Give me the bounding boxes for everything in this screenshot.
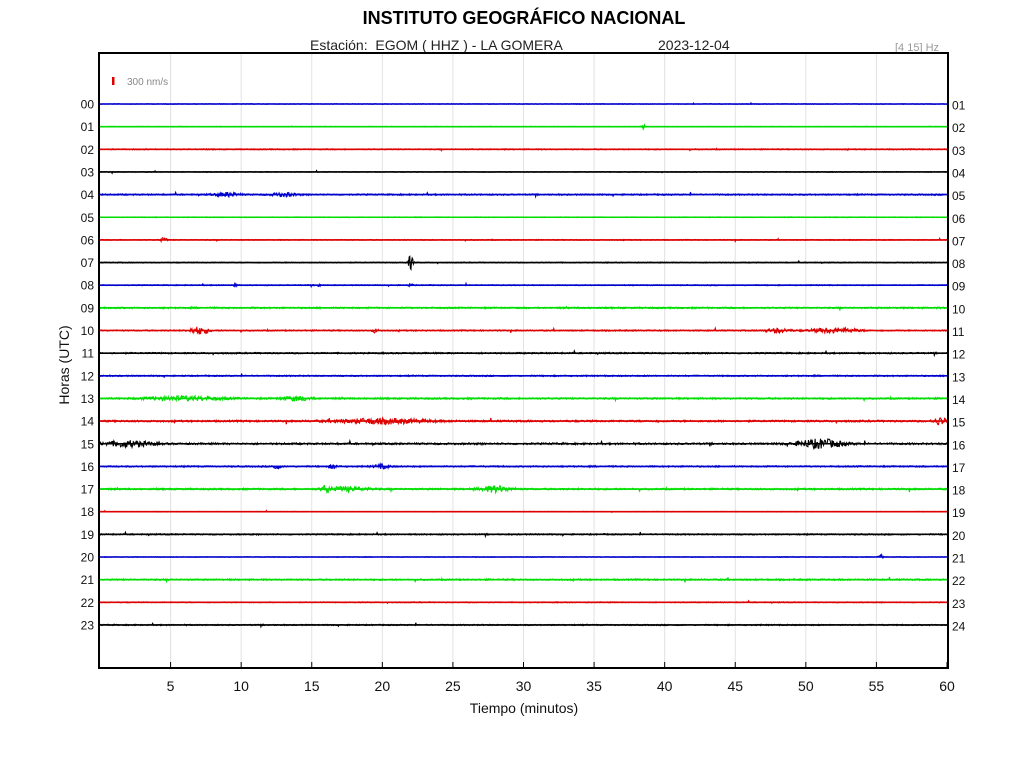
hour-label-left: 22 [81, 596, 95, 610]
hour-label-left: 23 [81, 618, 95, 632]
hour-label-left: 17 [81, 483, 95, 497]
x-tick-label: 60 [939, 678, 955, 694]
hour-label-right: 22 [952, 574, 966, 588]
hour-label-left: 09 [81, 301, 95, 315]
plot-frame [98, 52, 949, 669]
hour-label-left: 19 [81, 528, 95, 542]
hour-label-right: 15 [952, 416, 966, 430]
hour-label-right: 03 [952, 144, 966, 158]
x-tick-label: 15 [304, 678, 320, 694]
hour-label-right: 08 [952, 257, 966, 271]
scale-bar-label: 300 nm/s [127, 77, 168, 88]
hour-label-left: 03 [81, 165, 95, 179]
scale-bar-mark [112, 77, 115, 85]
hour-label-left: 10 [81, 324, 95, 338]
x-axis-label: Tiempo (minutos) [469, 700, 579, 716]
hour-label-left: 15 [81, 437, 95, 451]
hour-label-right: 12 [952, 348, 966, 362]
hour-label-right: 13 [952, 370, 966, 384]
x-tick-label: 45 [727, 678, 743, 694]
x-tick-label: 40 [657, 678, 673, 694]
hour-label-right: 14 [952, 393, 966, 407]
hour-label-left: 05 [81, 211, 95, 225]
hour-label-right: 09 [952, 280, 966, 294]
scale-bar: 300 nm/s [112, 77, 168, 88]
hour-label-left: 08 [81, 279, 95, 293]
x-tick-label: 10 [233, 678, 249, 694]
hour-label-right: 11 [952, 325, 965, 339]
hour-label-right: 20 [952, 529, 966, 543]
hour-label-right: 02 [952, 121, 966, 135]
hour-label-right: 01 [952, 99, 966, 113]
hour-label-right: 07 [952, 234, 966, 248]
hour-label-left: 01 [81, 120, 95, 134]
x-tick-label: 20 [375, 678, 391, 694]
hour-label-left: 06 [81, 233, 95, 247]
station-label: Estación: EGOM ( HHZ ) - LA GOMERA [310, 37, 563, 53]
x-tick-label: 5 [167, 678, 175, 694]
x-tick-label: 55 [869, 678, 885, 694]
x-tick-label: 30 [516, 678, 532, 694]
hour-label-left: 20 [81, 551, 95, 565]
hour-label-right: 10 [952, 302, 966, 316]
hour-label-right: 04 [952, 166, 966, 180]
filter-label: [4 15] Hz [895, 42, 940, 54]
hour-label-left: 18 [81, 505, 95, 519]
hour-label-right: 24 [952, 619, 966, 633]
grid-layer [170, 53, 877, 668]
x-tick-label: 50 [798, 678, 814, 694]
trace-layer [99, 101, 948, 629]
hour-label-right: 19 [952, 506, 966, 520]
hour-label-right: 06 [952, 212, 966, 226]
hour-label-left: 16 [81, 460, 95, 474]
hour-label-right: 21 [952, 552, 966, 566]
hour-label-left: 13 [81, 392, 95, 406]
hour-label-left: 04 [81, 188, 95, 202]
hour-label-right: 17 [952, 461, 966, 475]
hour-label-left: 07 [81, 256, 95, 270]
x-tick-label: 25 [445, 678, 461, 694]
chart-title: INSTITUTO GEOGRÁFICO NACIONAL [362, 8, 686, 28]
x-tick-label: 35 [586, 678, 602, 694]
label-layer: 5 10 15 20 25 30 35 40 45 50 55 60 00 01 01 02 02 03 03 04 0… [81, 98, 966, 695]
hour-label-right: 18 [952, 484, 966, 498]
hour-label-right: 05 [952, 189, 966, 203]
hour-label-left: 00 [81, 98, 95, 112]
date-label: 2023-12-04 [658, 37, 730, 53]
hour-label-right: 23 [952, 597, 966, 611]
hour-label-left: 14 [81, 415, 95, 429]
hour-label-left: 12 [81, 369, 95, 383]
hour-label-right: 16 [952, 438, 966, 452]
hour-label-left: 11 [82, 347, 95, 361]
hour-label-left: 21 [81, 573, 95, 587]
hour-label-left: 02 [81, 143, 95, 157]
